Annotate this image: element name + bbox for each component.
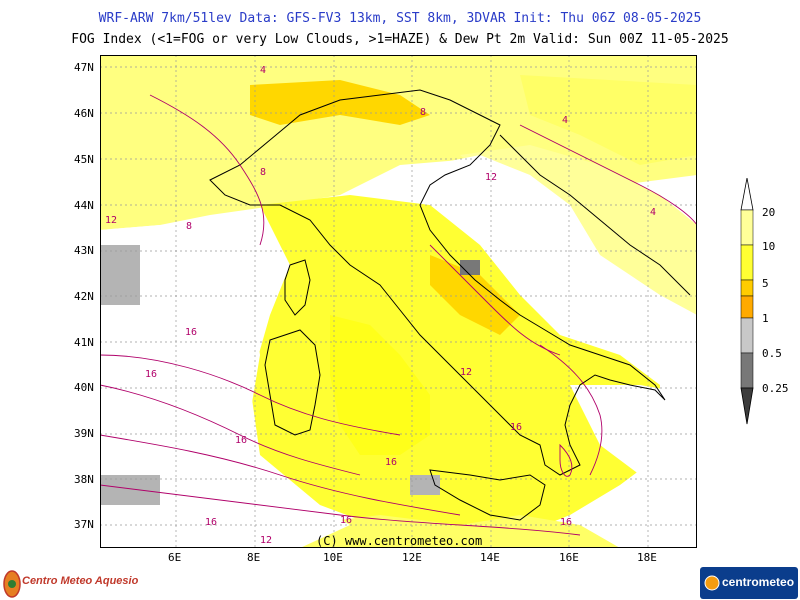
contour-label: 16 <box>205 517 217 528</box>
sardinia <box>264 329 321 436</box>
fog-patch <box>100 245 140 305</box>
lat-tick: 40N <box>74 381 94 394</box>
weather-map: 16 16 16 16 16 16 16 12 12 12 8 8 8 4 4 … <box>100 55 697 548</box>
lat-tick: 43N <box>74 244 94 257</box>
contour-label: 12 <box>105 215 117 226</box>
dew-point-contours <box>100 94 697 536</box>
legend-label: 0.5 <box>762 347 782 360</box>
legend-label: 0.25 <box>762 382 789 395</box>
contour-label: 16 <box>510 422 522 433</box>
lat-tick: 42N <box>74 290 94 303</box>
contour-label: 4 <box>260 65 266 76</box>
fog-patch <box>100 475 160 505</box>
lat-tick: 37N <box>74 518 94 531</box>
haze-field-balkan <box>520 75 697 165</box>
logo-right-text: centrometeo <box>722 575 795 589</box>
lat-tick: 45N <box>74 153 94 166</box>
legend-label: 1 <box>762 312 769 325</box>
coastlines <box>209 89 691 521</box>
lon-tick: 16E <box>559 551 579 564</box>
legend-label: 10 <box>762 240 776 253</box>
logo-badge-icon <box>3 570 21 598</box>
sea-south-white <box>100 485 350 548</box>
lat-tick: 39N <box>74 427 94 440</box>
contour-label: 4 <box>562 115 568 126</box>
lat-tick: 41N <box>74 336 94 349</box>
contour-label: 16 <box>340 515 352 526</box>
map-frame <box>100 55 697 548</box>
balkan-coast <box>499 134 691 296</box>
sicily <box>429 469 546 521</box>
header-title: WRF-ARW 7km/51lev Data: GFS-FV3 13km, SS… <box>98 11 702 26</box>
lat-tick: 47N <box>74 61 94 74</box>
lon-tick: 14E <box>480 551 500 564</box>
haze-strong-apennines <box>430 255 520 335</box>
header-subtitle: FOG Index (<1=FOG or very Low Clouds, >1… <box>71 32 729 47</box>
contour-label: 16 <box>560 517 572 528</box>
contour-label: 4 <box>650 207 656 218</box>
sea-ionian <box>570 385 697 495</box>
lon-tick: 8E <box>247 551 261 564</box>
fog-patch <box>460 260 480 275</box>
credit-text: (C) www.centrometeo.com <box>316 534 483 548</box>
haze-strong-alps <box>250 80 430 125</box>
contour-label: 16 <box>145 369 157 380</box>
lon-tick: 6E <box>168 551 182 564</box>
graticule <box>100 55 697 548</box>
sea-tyrrhenian <box>330 315 430 455</box>
lat-tick: 46N <box>74 107 94 120</box>
contour-label: 8 <box>186 221 192 232</box>
contour-label: 16 <box>385 457 397 468</box>
corsica <box>284 259 311 316</box>
logo-left-text: Centro Meteo Aquesio <box>22 575 139 587</box>
fog-patch <box>410 475 440 495</box>
haze-field-south <box>290 515 620 548</box>
logo-left <box>0 567 200 600</box>
logo-right <box>700 567 798 599</box>
contour-label: 12 <box>460 367 472 378</box>
lon-tick: 12E <box>402 551 422 564</box>
lon-tick: 10E <box>323 551 343 564</box>
contour-label: 12 <box>260 535 272 546</box>
contour-label: 8 <box>260 167 266 178</box>
haze-field-central <box>250 195 660 535</box>
contour-label-group: 16 16 16 16 16 16 16 12 12 12 8 8 8 4 4 … <box>105 65 656 546</box>
contour-label: 16 <box>235 435 247 446</box>
contour-label: 16 <box>185 327 197 338</box>
contour-label: 12 <box>485 172 497 183</box>
logo-globe-icon <box>704 575 720 591</box>
contour-label: 8 <box>420 107 426 118</box>
legend-label: 5 <box>762 277 769 290</box>
lat-tick: 44N <box>74 199 94 212</box>
lon-tick: 18E <box>637 551 657 564</box>
legend-label: 20 <box>762 206 776 219</box>
lat-tick: 38N <box>74 473 94 486</box>
legend-colorbar <box>740 178 754 425</box>
